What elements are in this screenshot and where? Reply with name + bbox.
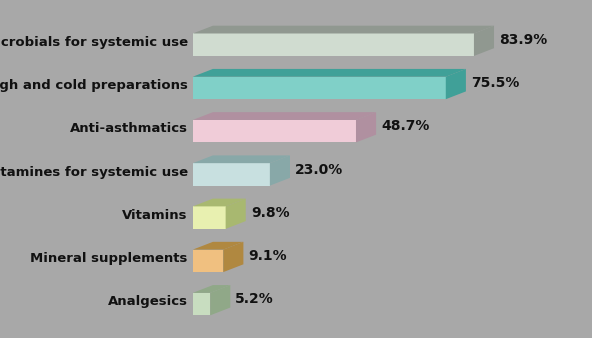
Polygon shape [356,112,376,142]
Text: Vitamins: Vitamins [123,209,188,222]
Polygon shape [193,242,243,250]
Polygon shape [193,199,246,207]
Polygon shape [270,155,290,186]
Polygon shape [193,293,210,315]
Text: 75.5%: 75.5% [471,76,519,90]
Polygon shape [223,242,243,272]
Text: 23.0%: 23.0% [295,163,343,177]
Text: Mineral supplements: Mineral supplements [30,252,188,265]
Text: Analgesics: Analgesics [108,295,188,308]
Polygon shape [193,69,466,77]
Text: Antimicrobials for systemic use: Antimicrobials for systemic use [0,36,188,49]
Polygon shape [226,199,246,229]
Polygon shape [193,77,446,99]
Polygon shape [193,285,230,293]
Polygon shape [193,120,356,142]
Polygon shape [193,207,226,229]
Polygon shape [446,69,466,99]
Polygon shape [193,33,474,56]
Polygon shape [193,26,494,33]
Text: 83.9%: 83.9% [499,33,548,47]
Polygon shape [193,163,270,186]
Text: 9.1%: 9.1% [249,249,287,263]
Polygon shape [193,112,376,120]
Text: Anti-asthmatics: Anti-asthmatics [70,122,188,135]
Polygon shape [193,155,290,163]
Text: 5.2%: 5.2% [236,292,274,306]
Text: Cough and cold preparations: Cough and cold preparations [0,79,188,92]
Polygon shape [474,26,494,56]
Polygon shape [193,250,223,272]
Polygon shape [210,285,230,315]
Text: Antihistamines for systemic use: Antihistamines for systemic use [0,166,188,178]
Text: 48.7%: 48.7% [381,119,429,134]
Text: 9.8%: 9.8% [251,206,289,220]
